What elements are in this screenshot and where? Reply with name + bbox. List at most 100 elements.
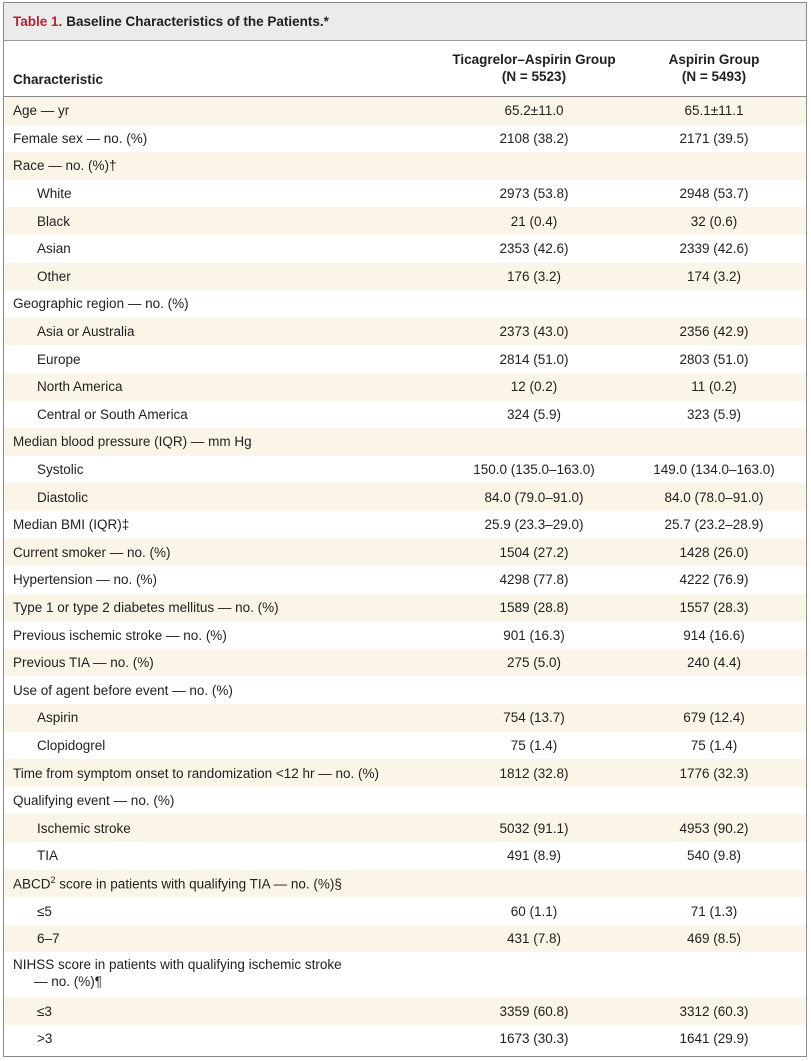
aspirin-value: 174 (3.2) [686, 268, 742, 284]
row-label: >3 [37, 1031, 53, 1047]
table-title-text: Baseline Characteristics of the Patients… [66, 14, 329, 29]
row-label: Geographic region — no. (%) [13, 296, 189, 312]
table-row: Current smoker — no. (%) 1504 (27.2) 1428 … [4, 538, 806, 567]
table-title: Table 1. Baseline Characteristics of the… [4, 3, 806, 41]
table-row: Time from symptom onset to randomization… [4, 759, 806, 787]
row-label: Asian [37, 241, 71, 257]
row-label: Diastolic [37, 489, 89, 505]
ticagrelor-aspirin-value: 431 (7.8) [506, 931, 562, 947]
ticagrelor-aspirin-value: 75 (1.4) [510, 737, 558, 753]
nihss-label-line1: NIHSS score in patients with qualifying … [13, 957, 342, 973]
table-row: Previous TIA — no. (%) 275 (5.0) 240 (4.4) [4, 648, 806, 677]
header-characteristic: Characteristic [13, 72, 104, 87]
aspirin-value: 2803 (51.0) [679, 351, 749, 367]
table-row: Previous ischemic stroke — no. (%) 901 (1… [4, 621, 806, 649]
row-label: NIHSS score in patients with qualifying … [13, 956, 342, 990]
ticagrelor-aspirin-value: 2353 (42.6) [499, 241, 569, 257]
table-number: Table 1. [13, 14, 63, 29]
ticagrelor-aspirin-value: 65.2±11.0 [504, 103, 564, 119]
table-row: Asia or Australia 2373 (43.0) 2356 (42.9) [4, 317, 806, 346]
row-label: ≤3 [37, 1003, 52, 1019]
table-row: Central or South America 324 (5.9) 323 (5.… [4, 401, 806, 429]
table-row: Age — yr 65.2±11.0 65.1±11.1 [4, 97, 806, 125]
table-row: Type 1 or type 2 diabetes mellitus — no.… [4, 593, 806, 622]
ticagrelor-aspirin-value: 2373 (43.0) [499, 324, 569, 340]
row-label: Black [37, 213, 71, 229]
row-label: Median blood pressure (IQR) — mm Hg [13, 434, 252, 450]
aspirin-value: 1428 (26.0) [679, 544, 749, 560]
table-row: ≤3 3359 (60.8) 3312 (60.3) [4, 997, 806, 1025]
row-label: Previous TIA — no. (%) [13, 655, 154, 671]
aspirin-value: 540 (9.8) [686, 848, 742, 864]
ticagrelor-aspirin-value: 2973 (53.8) [499, 186, 569, 202]
header-aspirin-name: Aspirin Group [668, 52, 760, 67]
row-label: White [37, 186, 72, 202]
row-label: Use of agent before event — no. (%) [13, 682, 233, 698]
ticagrelor-aspirin-value: 84.0 (79.0–91.0) [484, 489, 584, 505]
aspirin-value: 2948 (53.7) [679, 186, 749, 202]
table-row: Qualifying event — no. (%) [4, 787, 806, 815]
ticagrelor-aspirin-value: 176 (3.2) [506, 268, 562, 284]
ticagrelor-aspirin-value: 60 (1.1) [510, 903, 558, 919]
aspirin-value: 11 (0.2) [691, 379, 737, 395]
table-row: White 2973 (53.8) 2948 (53.7) [4, 180, 806, 208]
aspirin-value: 1641 (29.9) [679, 1031, 749, 1047]
aspirin-value: 679 (12.4) [683, 710, 745, 726]
table-row: Hypertension — no. (%) 4298 (77.8) 4222 (7… [4, 566, 806, 594]
ticagrelor-aspirin-value: 1504 (27.2) [499, 544, 569, 560]
row-label: Median BMI (IQR)‡ [13, 517, 130, 533]
aspirin-value: 71 (1.3) [690, 903, 738, 919]
row-label: North America [37, 379, 123, 395]
table-row: 6–7 431 (7.8) 469 (8.5) [4, 924, 806, 953]
aspirin-value: 4953 (90.2) [679, 820, 749, 836]
ticagrelor-aspirin-value: 4298 (77.8) [499, 572, 569, 588]
table-row: Other 176 (3.2) 174 (3.2) [4, 262, 806, 291]
ticagrelor-aspirin-value: 150.0 (135.0–163.0) [473, 462, 595, 478]
table-row: Median blood pressure (IQR) — mm Hg [4, 428, 806, 456]
ticagrelor-aspirin-value: 2108 (38.2) [499, 130, 569, 146]
table-row: Black 21 (0.4) 32 (0.6) [4, 207, 806, 235]
aspirin-value: 2171 (39.5) [679, 130, 749, 146]
aspirin-value: 75 (1.4) [690, 737, 738, 753]
table-row: Systolic 150.0 (135.0–163.0) 149.0 (134.0–… [4, 456, 806, 484]
header-ticagrelor-aspirin-n: (N = 5523) [501, 69, 567, 84]
row-label: Ischemic stroke [37, 820, 131, 836]
table-row: ≤5 60 (1.1) 71 (1.3) [4, 897, 806, 925]
aspirin-value: 84.0 (78.0–91.0) [664, 489, 764, 505]
table-body: Age — yr 65.2±11.0 65.1±11.1 Female sex — … [4, 97, 806, 1053]
ticagrelor-aspirin-value: 324 (5.9) [506, 406, 562, 422]
aspirin-value: 240 (4.4) [686, 655, 742, 671]
table-row: Race — no. (%)† [4, 152, 806, 180]
aspirin-value: 149.0 (134.0–163.0) [653, 462, 775, 478]
row-label: Asia or Australia [37, 324, 135, 340]
row-label: Race — no. (%)† [13, 158, 117, 174]
row-label: 6–7 [37, 931, 60, 947]
row-label: Other [37, 268, 71, 284]
table-row: Asian 2353 (42.6) 2339 (42.6) [4, 235, 806, 263]
abcd-label-rest: score in patients with qualifying TIA — … [55, 876, 342, 892]
table-row: ABCD2 score in patients with qualifying … [4, 869, 806, 898]
ticagrelor-aspirin-value: 21 (0.4) [510, 213, 558, 229]
row-label: Systolic [37, 462, 84, 478]
nihss-label-line2: — no. (%)¶ [34, 974, 103, 990]
ticagrelor-aspirin-value: 901 (16.3) [503, 627, 565, 643]
aspirin-value: 1776 (32.3) [679, 765, 749, 781]
ticagrelor-aspirin-value: 275 (5.0) [506, 655, 562, 671]
table-row: Clopidogrel 75 (1.4) 75 (1.4) [4, 732, 806, 760]
table-row: NIHSS score in patients with qualifying … [4, 952, 806, 997]
aspirin-value: 65.1±11.1 [684, 103, 744, 119]
ticagrelor-aspirin-value: 25.9 (23.3–29.0) [484, 517, 584, 533]
row-label: Current smoker — no. (%) [13, 544, 171, 560]
row-label: TIA [37, 848, 59, 864]
aspirin-value: 32 (0.6) [690, 213, 738, 229]
table-row: North America 12 (0.2) 11 (0.2) [4, 372, 806, 401]
ticagrelor-aspirin-value: 1673 (30.3) [499, 1031, 569, 1047]
aspirin-value: 25.7 (23.2–28.9) [664, 517, 764, 533]
table-header: Characteristic Ticagrelor–Aspirin Group … [4, 41, 806, 97]
table-row: Geographic region — no. (%) [4, 290, 806, 318]
table-row: Aspirin 754 (13.7) 679 (12.4) [4, 704, 806, 732]
aspirin-value: 3312 (60.3) [679, 1003, 749, 1019]
aspirin-value: 2339 (42.6) [679, 241, 749, 257]
row-label: Clopidogrel [37, 737, 106, 753]
row-label: Central or South America [37, 406, 188, 422]
